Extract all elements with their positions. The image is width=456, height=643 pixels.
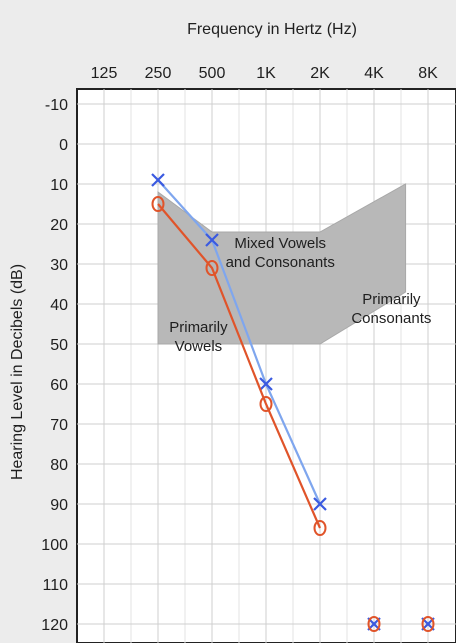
x-marker-stroke (259, 377, 273, 391)
x-tick-label-4: 2K (310, 65, 330, 82)
series-line-1 (157, 203, 322, 529)
speech-region (157, 183, 407, 345)
region-label-line: Vowels (175, 338, 223, 355)
y-tick-label-10: 90 (50, 497, 68, 514)
grid (77, 89, 456, 643)
y-tick-label-9: 80 (50, 457, 68, 474)
x-tick-label-6: 8K (418, 65, 438, 82)
y-tick-label-8: 70 (50, 417, 68, 434)
series-group (151, 173, 435, 632)
y-tick-label-11: 100 (41, 537, 68, 554)
y-tick-labels: -10 0 10 20 30 40 50 60 70 80 90 100 110 120 (41, 97, 68, 634)
x-tick-label-0: 125 (91, 65, 118, 82)
y-tick-label-4: 30 (50, 257, 68, 274)
series-0-point-0 (151, 173, 165, 187)
x-marker-stroke (151, 173, 165, 187)
x-marker-stroke (313, 497, 327, 511)
series-1-point-0 (151, 196, 165, 212)
series-1-point-2 (259, 396, 273, 412)
speech-region-shape (157, 183, 407, 345)
y-tick-label-12: 110 (42, 577, 68, 594)
x-tick-label-2: 500 (199, 65, 226, 82)
region-label-line: Mixed Vowels (234, 235, 326, 252)
y-axis-title: Hearing Level in Decibels (dB) (9, 264, 26, 480)
series-1-point-3 (313, 520, 327, 536)
x-tick-labels: 125 250 500 1K 2K 4K 8K (91, 65, 438, 82)
x-tick-label-1: 250 (145, 65, 172, 82)
x-tick-label-5: 4K (364, 65, 384, 82)
series-0-point-1 (205, 233, 219, 247)
region-label-line: Consonants (351, 310, 431, 327)
x-tick-label-3: 1K (256, 65, 276, 82)
y-tick-label-13: 120 (41, 617, 68, 634)
y-tick-label-1: 0 (59, 137, 68, 154)
y-tick-label-2: 10 (50, 177, 68, 194)
region-label-line: Primarily (169, 319, 228, 336)
series-0-point-3 (313, 497, 327, 511)
series-0-point-2 (259, 377, 273, 391)
no-response-1-o (421, 616, 435, 632)
x-marker-stroke (205, 233, 219, 247)
region-label-line: and Consonants (226, 254, 335, 271)
y-tick-label-0: -10 (45, 97, 68, 114)
series-1-point-1 (205, 260, 219, 276)
series-line-0 (157, 179, 322, 505)
no-response-0-o (367, 616, 381, 632)
region-label-2: Primarily Vowels (169, 319, 228, 355)
x-axis-title: Frequency in Hertz (Hz) (187, 21, 357, 38)
region-label-1: Primarily Consonants (351, 291, 431, 327)
y-tick-label-7: 60 (50, 377, 68, 394)
region-labels: Mixed Vowels and Consonants Primarily Conso… (169, 235, 431, 355)
region-label-0: Mixed Vowels and Consonants (226, 235, 335, 271)
y-tick-label-3: 20 (50, 217, 68, 234)
y-tick-label-6: 50 (50, 337, 68, 354)
y-tick-label-5: 40 (50, 297, 68, 314)
region-label-line: Primarily (362, 291, 421, 308)
